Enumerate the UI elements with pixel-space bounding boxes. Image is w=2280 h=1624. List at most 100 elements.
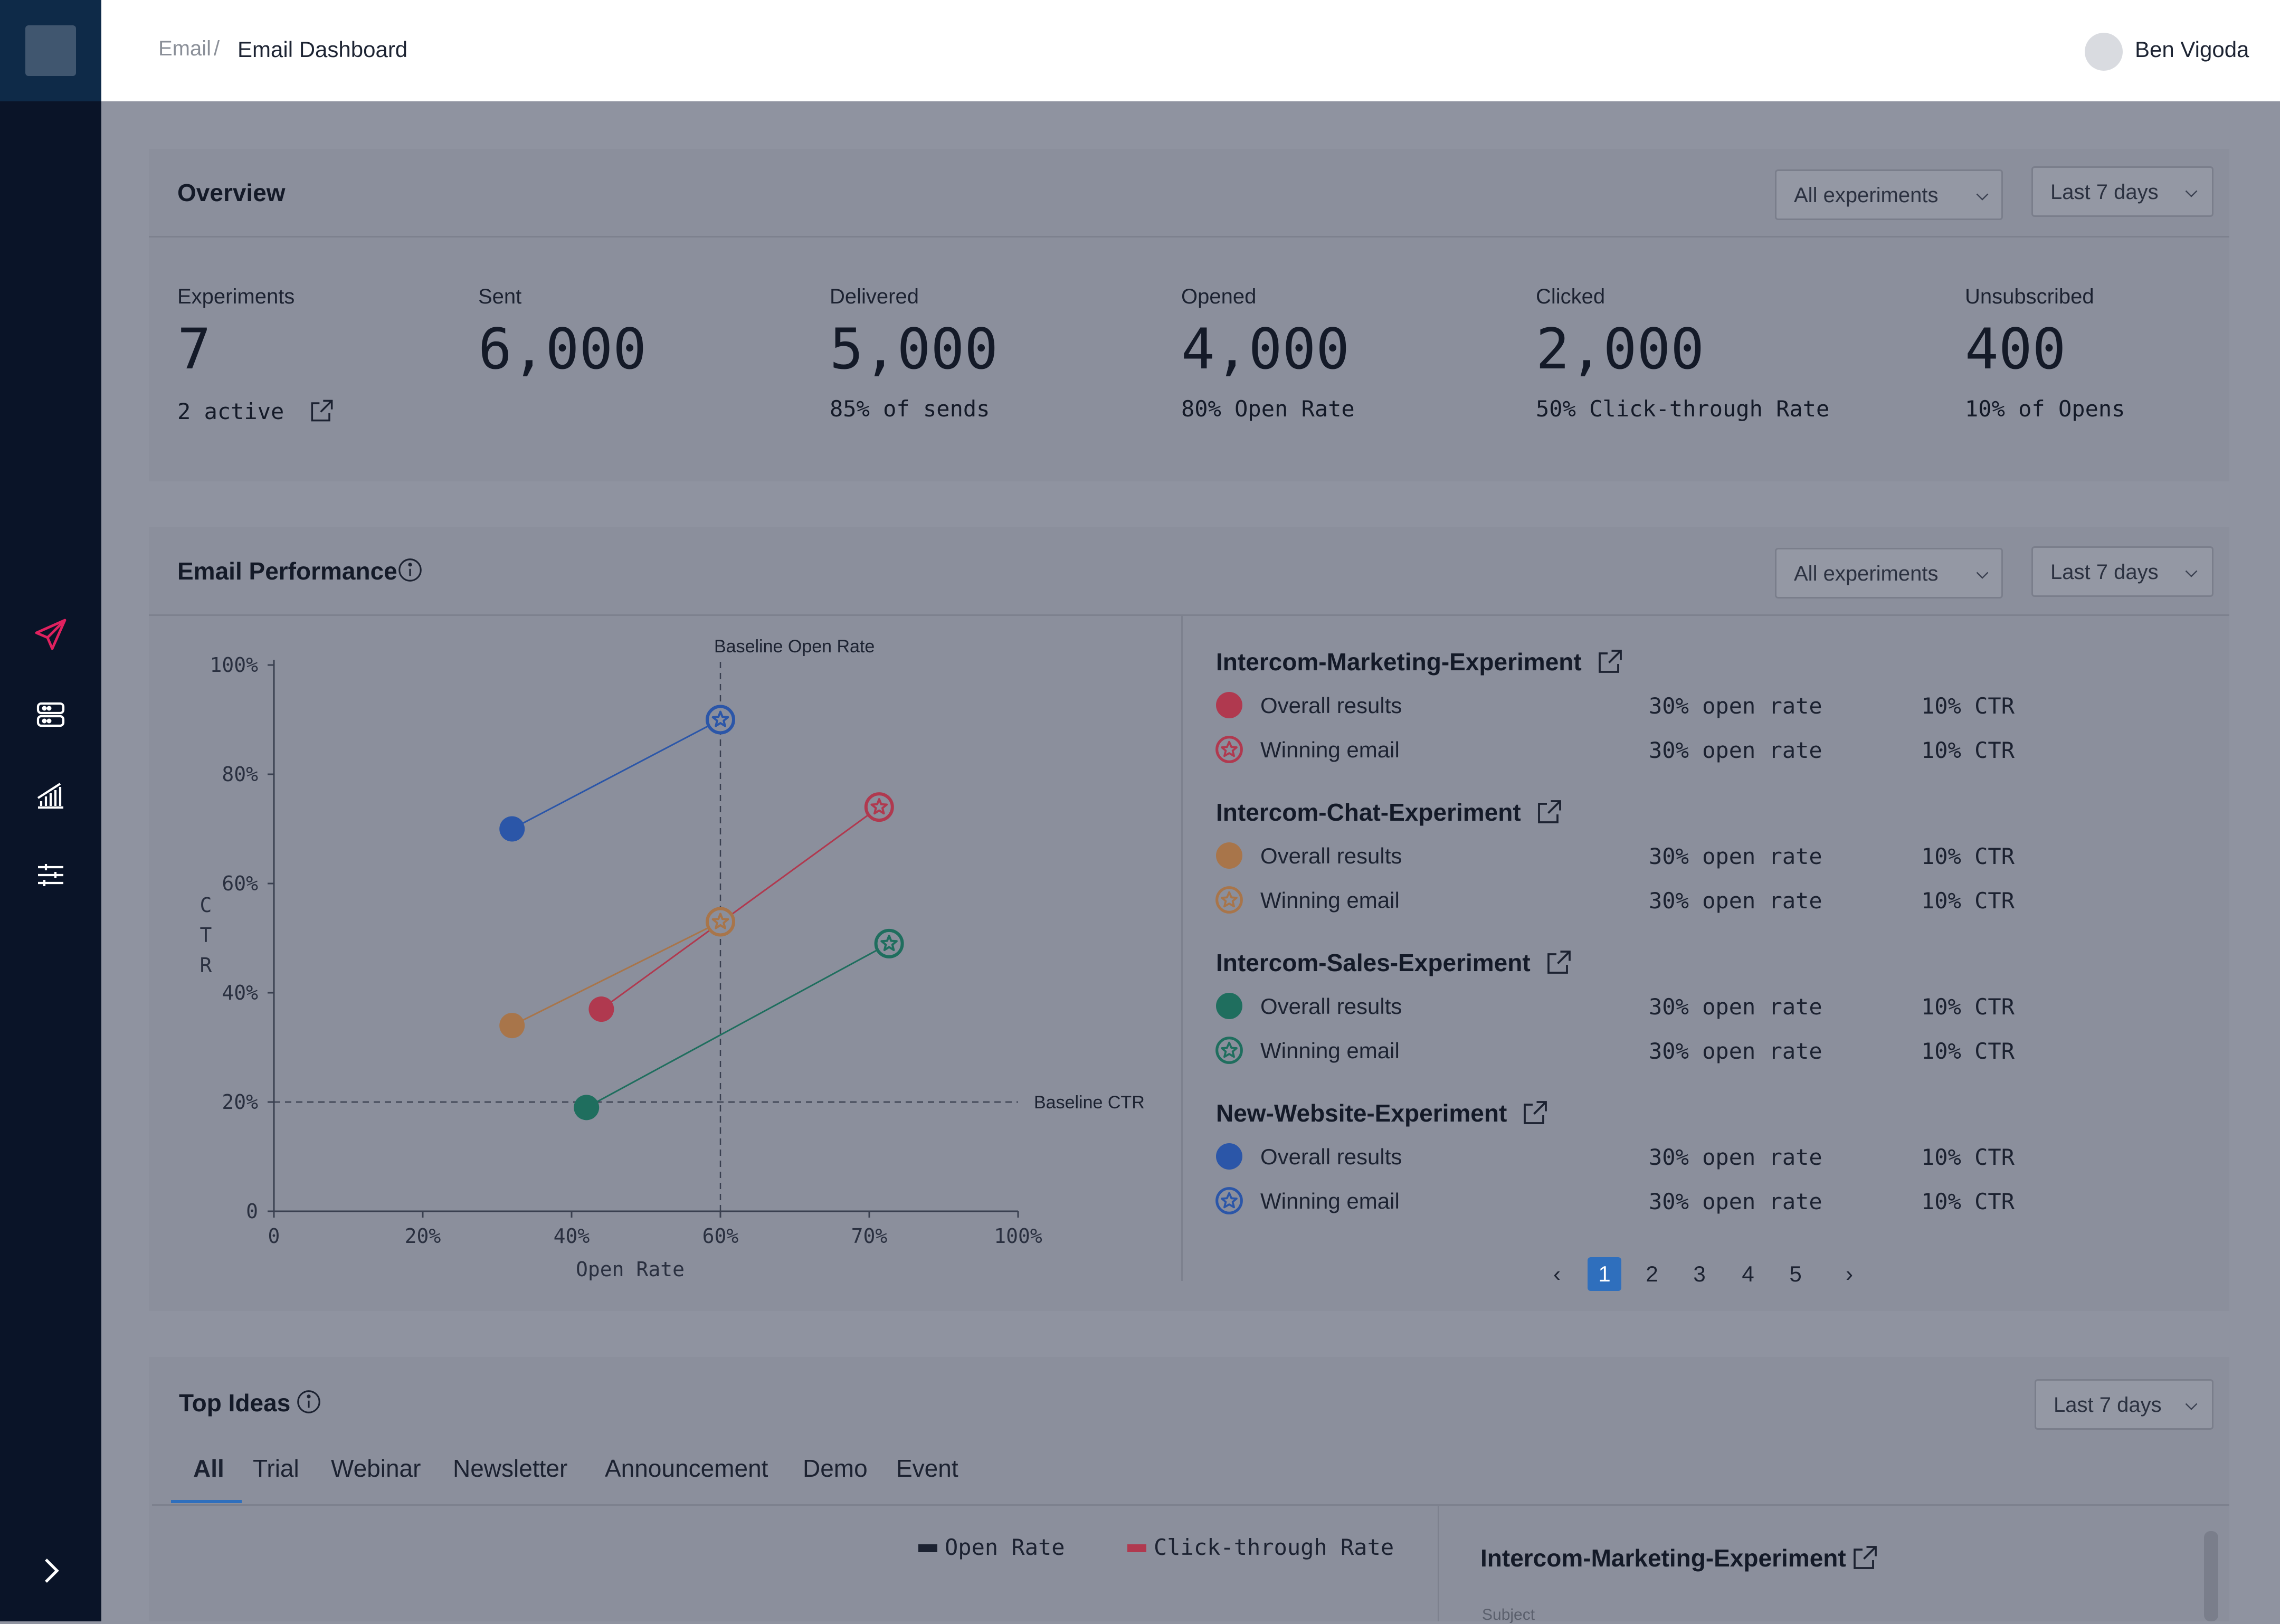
overall-results-label: Overall results (1260, 994, 1402, 1019)
scrollbar[interactable] (2204, 1531, 2218, 1621)
overall-results-label: Overall results (1260, 843, 1402, 868)
page-3[interactable]: 3 (1693, 1261, 1706, 1286)
dropdown-value: All experiments (1794, 184, 1939, 207)
metric-label: Opened (1181, 285, 1257, 308)
page-5[interactable]: 5 (1789, 1261, 1802, 1286)
winning-email-point (706, 907, 735, 937)
experiment-name[interactable]: Intercom-Marketing-Experiment (1216, 648, 1582, 676)
winning-email-star-icon (1215, 886, 1243, 914)
open-rate-value: 30% open rate (1649, 1144, 1822, 1170)
ctr-value: 10% CTR (1921, 1189, 2015, 1214)
winning-email-star-icon (1215, 1037, 1243, 1064)
x-axis-label: Open Rate (576, 1258, 685, 1281)
metric-value: 6,000 (478, 317, 647, 382)
experiment-name[interactable]: Intercom-Chat-Experiment (1216, 799, 1521, 826)
email-performance-card: Email Performance All experiments Last 7… (149, 527, 2229, 1311)
metric-label: Experiments (177, 285, 295, 308)
metric-label: Delivered (830, 285, 919, 308)
winning-email-star-icon (1215, 736, 1243, 763)
overview-title: Overview (177, 179, 286, 206)
experiment-name[interactable]: New-Website-Experiment (1216, 1099, 1507, 1127)
tab-event[interactable]: Event (896, 1455, 958, 1482)
external-link-icon[interactable] (1519, 1097, 1551, 1128)
paper-plane-icon[interactable] (32, 615, 70, 653)
metric-label: Unsubscribed (1965, 285, 2094, 308)
series-line (586, 943, 890, 1108)
top-bar: Email / Email Dashboard Ben Vigoda (101, 0, 2280, 101)
ctr-value: 10% CTR (1921, 1144, 2015, 1170)
user-name[interactable]: Ben Vigoda (2135, 37, 2249, 62)
metric-sub: 50% Click-through Rate (1536, 396, 1830, 422)
experiment-name[interactable]: Intercom-Sales-Experiment (1216, 949, 1531, 976)
series-line (511, 921, 721, 1027)
breadcrumb-root[interactable]: Email (158, 37, 212, 60)
page-2[interactable]: 2 (1646, 1261, 1658, 1286)
winning-email-point (706, 705, 735, 735)
tab-webinar[interactable]: Webinar (331, 1455, 421, 1482)
chevron-down-icon (2185, 570, 2198, 577)
page-title: Email Dashboard (238, 37, 408, 62)
baseline-open-rate-label: Baseline Open Rate (714, 637, 875, 657)
page-4[interactable]: 4 (1742, 1261, 1754, 1286)
info-icon[interactable] (294, 1388, 323, 1416)
period-filter-dropdown[interactable]: Last 7 days (2035, 1379, 2214, 1430)
metric-unsubscribed: Unsubscribed 400 10% of Opens (1965, 285, 2125, 422)
pagination-prev[interactable]: ‹ (1553, 1261, 1561, 1286)
period-filter-dropdown[interactable]: Last 7 days (2031, 546, 2214, 597)
tab-newsletter[interactable]: Newsletter (453, 1455, 568, 1482)
winning-email-star (880, 934, 898, 951)
period-filter-dropdown[interactable]: Last 7 days (2031, 166, 2214, 217)
performance-scatter-chart: 0 20% 40% 60% 70% 100% 0 20% 40% 60% 80% 100% Open R… (200, 637, 1145, 1281)
overall-results-point (499, 816, 525, 842)
tab-trial[interactable]: Trial (253, 1455, 299, 1482)
open-rate-value: 30% open rate (1649, 843, 1822, 869)
legend-swatch-ctr (1127, 1544, 1146, 1552)
winning-email-label: Winning email (1260, 1038, 1400, 1063)
tab-demo[interactable]: Demo (803, 1455, 868, 1482)
info-icon[interactable] (396, 556, 424, 584)
experiments-filter-dropdown[interactable]: All experiments (1775, 548, 2003, 599)
y-axis-label: R (200, 954, 212, 977)
y-tick-label: 0 (246, 1200, 258, 1223)
detail-experiment-title[interactable]: Intercom-Marketing-Experiment (1480, 1544, 1846, 1572)
winning-email-star (711, 710, 729, 727)
external-link-icon[interactable] (1534, 796, 1565, 828)
server-icon[interactable] (32, 696, 70, 734)
legend-label-open-rate: Open Rate (945, 1534, 1065, 1560)
growth-chart-icon[interactable] (32, 776, 70, 814)
series-line (601, 806, 880, 1010)
panel-divider (1438, 1506, 1439, 1621)
legend-label-ctr: Click-through Rate (1154, 1534, 1394, 1560)
overall-results-marker (1216, 692, 1242, 718)
chevron-right-icon[interactable] (32, 1552, 70, 1590)
pagination-next[interactable]: › (1846, 1261, 1853, 1286)
dropdown-value: Last 7 days (2050, 561, 2159, 584)
external-link-icon[interactable] (1594, 645, 1626, 677)
sliders-icon[interactable] (32, 856, 70, 894)
avatar[interactable] (2085, 33, 2123, 71)
x-tick-label: 100% (994, 1224, 1042, 1248)
active-count[interactable]: 2 active (177, 398, 284, 424)
external-link-icon[interactable] (1543, 946, 1575, 978)
chevron-down-icon (2185, 1403, 2198, 1410)
ctr-value: 10% CTR (1921, 737, 2015, 763)
tab-all[interactable]: All (193, 1455, 224, 1482)
metric-opened: Opened 4,000 80% Open Rate (1181, 285, 1355, 422)
external-link-icon[interactable] (307, 396, 337, 425)
metric-value: 400 (1965, 317, 2066, 382)
tab-announcement[interactable]: Announcement (605, 1455, 768, 1482)
overview-card: Overview All experiments Last 7 days Exp… (149, 149, 2229, 481)
open-rate-value: 30% open rate (1649, 1189, 1822, 1214)
experiments-filter-dropdown[interactable]: All experiments (1775, 169, 2003, 220)
overall-results-label: Overall results (1260, 1144, 1402, 1169)
page-1[interactable]: 1 (1588, 1257, 1621, 1291)
chevron-down-icon (2185, 190, 2198, 197)
metric-value: 7 (177, 317, 211, 382)
winning-email-star-icon (1215, 1187, 1243, 1214)
ctr-value: 10% CTR (1921, 843, 2015, 869)
external-link-icon[interactable] (1849, 1542, 1881, 1573)
overall-results-marker (1216, 842, 1242, 869)
open-rate-value: 30% open rate (1649, 888, 1822, 914)
y-axis-label: C (200, 894, 212, 917)
app-logo[interactable] (0, 0, 101, 101)
